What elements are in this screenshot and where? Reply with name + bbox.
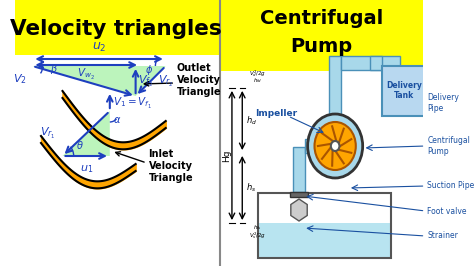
- Text: Velocity triangles: Velocity triangles: [10, 19, 222, 39]
- FancyBboxPatch shape: [329, 56, 341, 114]
- Polygon shape: [32, 66, 166, 96]
- Text: $h_{fs}$: $h_{fs}$: [253, 223, 262, 232]
- FancyBboxPatch shape: [341, 56, 400, 70]
- Text: Impeller: Impeller: [255, 110, 298, 118]
- Text: Hg: Hg: [222, 149, 231, 162]
- Text: $V_1=V_{f_1}$: $V_1=V_{f_1}$: [113, 95, 153, 111]
- Polygon shape: [63, 111, 110, 156]
- Text: $u_2$: $u_2$: [92, 41, 106, 54]
- Text: $h_d$: $h_d$: [246, 114, 257, 127]
- Text: $h_s$: $h_s$: [246, 182, 256, 194]
- Text: $V_s^2/2g$: $V_s^2/2g$: [249, 231, 266, 242]
- FancyBboxPatch shape: [15, 55, 219, 266]
- Text: Pump: Pump: [290, 36, 353, 56]
- Circle shape: [331, 141, 339, 151]
- FancyBboxPatch shape: [383, 66, 426, 116]
- Text: $V_{w_2}$: $V_{w_2}$: [77, 67, 95, 82]
- FancyBboxPatch shape: [221, 0, 423, 72]
- Text: Centrifugal: Centrifugal: [260, 10, 383, 28]
- FancyBboxPatch shape: [258, 223, 391, 258]
- Text: $V_{f_2}$: $V_{f_2}$: [138, 73, 154, 89]
- Text: Delivery: Delivery: [386, 81, 422, 90]
- Text: Outlet
Velocity
Triangle: Outlet Velocity Triangle: [177, 63, 221, 97]
- Text: $\theta$: $\theta$: [76, 139, 84, 151]
- Text: Delivery
Pipe: Delivery Pipe: [427, 93, 459, 113]
- Circle shape: [315, 122, 356, 170]
- FancyBboxPatch shape: [15, 0, 219, 56]
- Text: $V_d^2/2g$: $V_d^2/2g$: [249, 69, 266, 79]
- FancyBboxPatch shape: [370, 56, 383, 70]
- Circle shape: [308, 114, 363, 178]
- Text: Inlet
Velocity
Triangle: Inlet Velocity Triangle: [148, 149, 193, 182]
- Text: Foot valve: Foot valve: [427, 206, 467, 215]
- FancyBboxPatch shape: [221, 71, 423, 266]
- Text: Suction Pipe: Suction Pipe: [427, 181, 474, 190]
- FancyBboxPatch shape: [305, 139, 308, 153]
- Text: $u_1$: $u_1$: [80, 163, 93, 175]
- Text: Strainer: Strainer: [427, 231, 458, 240]
- Text: $V_{r_1}$: $V_{r_1}$: [40, 126, 55, 141]
- FancyBboxPatch shape: [291, 192, 308, 197]
- Text: $h_{fd}$: $h_{fd}$: [253, 77, 263, 85]
- Text: $V_2$: $V_2$: [13, 72, 27, 86]
- Text: Centrifugal
Pump: Centrifugal Pump: [427, 136, 470, 156]
- Text: $\phi$: $\phi$: [145, 63, 153, 77]
- Text: $\beta$: $\beta$: [50, 62, 57, 76]
- Text: $\alpha$: $\alpha$: [113, 115, 121, 125]
- Text: Tank: Tank: [394, 92, 414, 101]
- Text: $V_{r_2}$: $V_{r_2}$: [157, 73, 173, 89]
- FancyBboxPatch shape: [293, 147, 305, 192]
- Polygon shape: [291, 199, 307, 221]
